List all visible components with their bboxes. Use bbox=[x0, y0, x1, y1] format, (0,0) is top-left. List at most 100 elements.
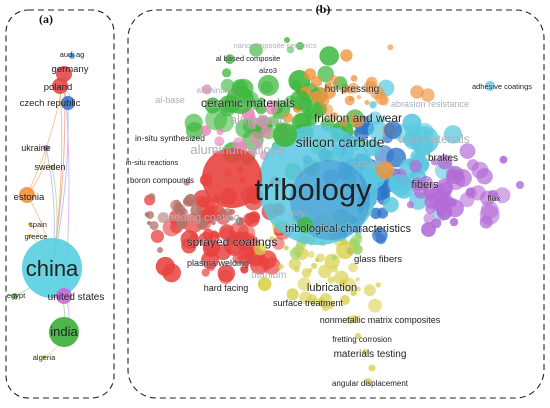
keyword-bubble-purple bbox=[459, 143, 476, 160]
keyword-label-alzo3: alzo3 bbox=[259, 66, 277, 75]
keyword-bubble-pink bbox=[265, 102, 278, 115]
panel-b-major-bubbles bbox=[201, 86, 464, 269]
keyword-label-surface-treatment: surface treatment bbox=[273, 298, 344, 308]
keyword-bubble-brown bbox=[195, 208, 202, 214]
keyword-bubble-brown bbox=[146, 211, 154, 219]
keyword-bubble-pink bbox=[260, 126, 272, 138]
keyword-bubble-major-orange bbox=[376, 161, 394, 179]
keyword-bubble-purple bbox=[499, 155, 508, 164]
keyword-bubble-purple bbox=[433, 197, 449, 213]
keyword-bubble-red bbox=[217, 264, 236, 283]
keyword-bubble-yellow bbox=[355, 333, 361, 339]
keyword-bubble-yellow bbox=[375, 282, 381, 288]
country-node-spain bbox=[28, 222, 32, 226]
keyword-bubble-green bbox=[260, 80, 274, 94]
keyword-bubble-orange bbox=[340, 84, 349, 94]
keyword-bubble-orange bbox=[351, 115, 364, 128]
keyword-bubble-green bbox=[222, 68, 232, 78]
country-node-algeria bbox=[42, 355, 46, 359]
keyword-bubble-orange bbox=[328, 75, 339, 86]
keyword-bubble-brown bbox=[183, 178, 191, 186]
keyword-bubble-green bbox=[319, 46, 340, 66]
country-node-egypt bbox=[12, 293, 18, 299]
keyword-bubble-green bbox=[205, 108, 228, 131]
keyword-bubble-yellow bbox=[278, 263, 284, 270]
keyword-bubble-purple bbox=[437, 154, 453, 170]
keyword-bubble-major-yellow bbox=[336, 241, 354, 259]
keyword-bubble-pink bbox=[214, 136, 225, 147]
country-node-united-states bbox=[56, 288, 72, 304]
keyword-label-aluminum: aluminum bbox=[197, 86, 232, 95]
keyword-bubble-yellow bbox=[362, 349, 368, 355]
country-label-ukraine: ukraine bbox=[21, 143, 51, 153]
country-node-sweden bbox=[50, 165, 54, 169]
keyword-bubble-red bbox=[203, 199, 219, 216]
panel-b-frame bbox=[127, 9, 545, 399]
country-label-germany: germany bbox=[52, 64, 89, 75]
keyword-bubble-red bbox=[232, 253, 243, 264]
keyword-bubble-red bbox=[190, 233, 198, 241]
keyword-bubble-orange bbox=[348, 96, 354, 102]
keyword-bubble-purple bbox=[494, 187, 511, 204]
country-label-egypt: egypt bbox=[7, 291, 26, 300]
keyword-bubble-orange bbox=[322, 104, 334, 116]
keyword-bubble-blue bbox=[375, 234, 387, 245]
country-node-china bbox=[22, 238, 82, 298]
country-node-india bbox=[49, 317, 79, 347]
keyword-bubble-yellow bbox=[346, 316, 354, 324]
keyword-bubble-cyan bbox=[368, 111, 382, 125]
keyword-bubble-yellow bbox=[253, 242, 267, 256]
keyword-label-cladding-coating: cladding coating bbox=[160, 212, 240, 224]
keyword-bubble-orange bbox=[349, 113, 355, 119]
keyword-bubble-brown bbox=[218, 208, 227, 217]
country-label-india: india bbox=[50, 324, 78, 339]
keyword-bubble-yellow bbox=[326, 301, 334, 309]
keyword-label-aluminum-alloys: aluminum alloys bbox=[190, 142, 284, 157]
keyword-bubble-green bbox=[268, 115, 279, 127]
keyword-bubble-cyan bbox=[443, 125, 463, 144]
keyword-bubble-orange bbox=[347, 82, 359, 94]
keyword-bubble-brown bbox=[157, 212, 169, 224]
keyword-bubble-purple bbox=[410, 177, 424, 191]
keyword-bubble-purple bbox=[430, 157, 439, 166]
keyword-bubble-yellow bbox=[318, 299, 324, 306]
keyword-bubble-purple bbox=[470, 185, 486, 201]
keyword-label-sprayed-coatings: sprayed coatings bbox=[187, 235, 278, 249]
keyword-bubble-red bbox=[202, 228, 215, 241]
panel-b-letter: (b) bbox=[316, 2, 331, 16]
keyword-bubble-yellow bbox=[350, 289, 357, 297]
keyword-label-fretting-corrosion: fretting corrosion bbox=[332, 335, 392, 344]
keyword-bubble-yellow bbox=[293, 266, 300, 273]
keyword-label-abrasion-resistance: abrasion resistance bbox=[391, 99, 469, 109]
keyword-label-in-situ-synthesized: in-situ synthesized bbox=[135, 133, 205, 143]
keyword-bubble-orange bbox=[370, 85, 385, 100]
keyword-label-angular-displacement: angular displacement bbox=[332, 379, 409, 388]
keyword-bubble-light-green bbox=[355, 232, 362, 240]
country-node-czech-republic bbox=[61, 96, 75, 110]
keyword-bubble-green bbox=[284, 37, 290, 43]
country-node-greece bbox=[28, 234, 32, 238]
keyword-label-tribological-characteristics: tribological characteristics bbox=[285, 223, 411, 235]
keyword-label-boron-compounds: boron compounds bbox=[130, 176, 194, 185]
keyword-bubble-purple bbox=[459, 192, 475, 208]
keyword-label-tribology: tribology bbox=[254, 172, 372, 207]
country-node-estonia bbox=[19, 187, 35, 203]
keyword-bubble-major-green bbox=[290, 90, 310, 110]
keyword-bubble-red bbox=[240, 265, 249, 274]
keyword-label-al-based-composite: al based composite bbox=[216, 54, 281, 63]
keyword-bubble-yellow bbox=[311, 262, 318, 269]
keyword-label-in-situ-reactions: in-situ reactions bbox=[126, 158, 179, 167]
country-label-czech-republic: czech republic bbox=[20, 98, 81, 109]
country-label-china: china bbox=[26, 256, 79, 281]
keyword-bubble-cyan bbox=[485, 81, 495, 91]
keyword-bubble-brown bbox=[149, 221, 159, 231]
keyword-bubble-pink bbox=[256, 114, 270, 128]
keyword-bubble-purple bbox=[421, 222, 436, 237]
keyword-bubble-green bbox=[296, 42, 304, 50]
keyword-bubble-red bbox=[272, 237, 285, 250]
keyword-bubble-yellow bbox=[341, 277, 357, 293]
keyword-label-flax: flax bbox=[487, 193, 501, 203]
keyword-bubble-purple bbox=[467, 159, 479, 171]
keyword-bubble-yellow bbox=[368, 298, 382, 313]
keyword-bubble-red bbox=[263, 257, 281, 275]
